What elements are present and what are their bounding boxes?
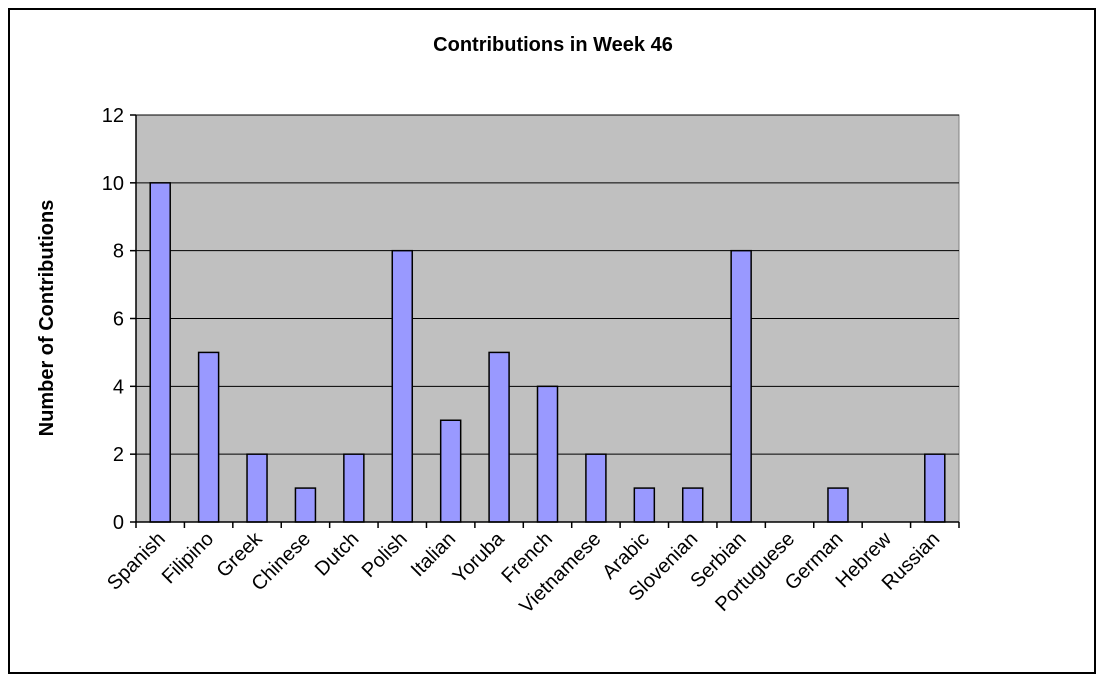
bar-dutch <box>343 453 365 523</box>
y-tick-label: 12 <box>102 105 124 127</box>
bar-arabic <box>633 487 656 523</box>
bar-italian <box>439 419 462 523</box>
x-tick-label-spanish: Spanish <box>103 528 170 595</box>
y-axis-label: Number of Contributions <box>36 200 58 437</box>
x-tick-label-yoruba: Yoruba <box>449 527 509 587</box>
x-tick-label-dutch: Dutch <box>311 528 364 581</box>
bar-spanish <box>149 182 171 523</box>
y-tick-label: 8 <box>113 241 124 263</box>
y-tick-label: 10 <box>102 173 124 195</box>
bar-chinese <box>294 487 317 523</box>
x-ticks: SpanishFilipinoGreekChineseDutchPolishIt… <box>103 522 960 618</box>
bar-polish <box>391 249 414 523</box>
bar-german <box>827 487 849 523</box>
bar-greek <box>246 453 268 523</box>
x-tick-label-filipino: Filipino <box>158 528 218 588</box>
x-tick-label-polish: Polish <box>358 528 412 582</box>
bar-yoruba <box>488 351 510 523</box>
bar-vietnamese <box>585 453 607 523</box>
bars <box>149 182 946 523</box>
y-tick-label: 6 <box>113 309 124 331</box>
bar-serbian <box>730 249 752 523</box>
y-tick-label: 0 <box>113 512 124 534</box>
chart-title: Contributions in Week 46 <box>433 34 673 56</box>
y-ticks: 0 2 4 6 8 10 12 <box>102 105 136 534</box>
y-tick-label: 4 <box>113 376 124 398</box>
bar-russian <box>924 453 946 523</box>
bar-slovenian <box>681 487 704 523</box>
bar-filipino <box>197 351 220 523</box>
y-tick-label: 2 <box>113 444 124 466</box>
bar-french <box>536 385 559 523</box>
